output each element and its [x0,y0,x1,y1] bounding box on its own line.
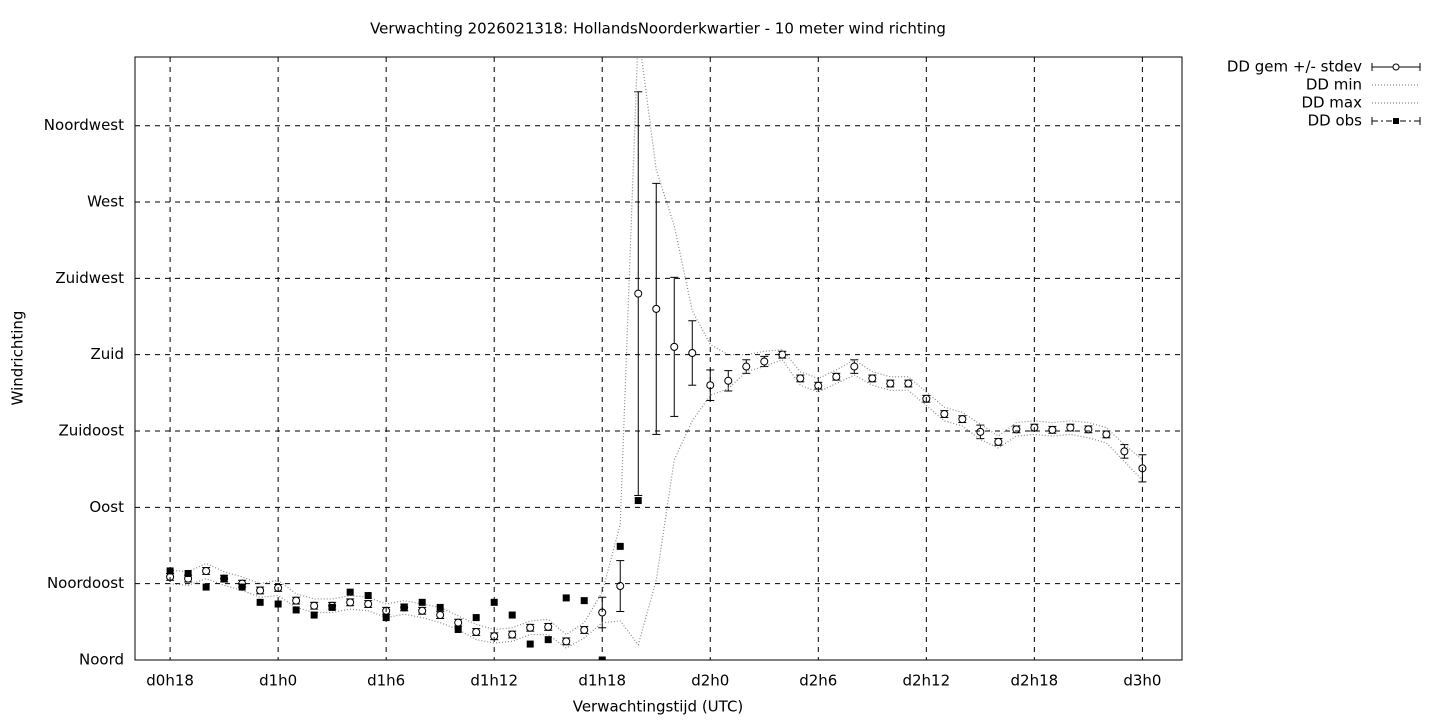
legend-label: DD obs [1308,112,1363,130]
x-tick-label: d2h6 [799,672,837,690]
obs-point [310,611,318,619]
mean-point [652,304,661,313]
mean-point [850,362,859,371]
mean-point [976,427,985,436]
mean-point [310,601,319,610]
legend-swatch [1393,118,1399,124]
mean-point [418,606,427,615]
mean-point [742,362,751,371]
range-line [170,57,1143,636]
obs-point [274,600,282,608]
y-tick-label: Oost [89,498,124,516]
mean-point [202,566,211,575]
y-tick-label: Noordoost [47,574,124,592]
plot-area [166,57,1147,660]
legend-label: DD gem +/- stdev [1227,58,1362,76]
x-tick-label: d2h12 [902,672,950,690]
mean-point [346,598,355,607]
mean-point [1102,430,1111,439]
mean-point [616,582,625,591]
x-tick-label: d1h12 [470,672,518,690]
mean-point [292,596,301,605]
mean-point [580,625,589,634]
mean-point [958,415,967,424]
x-tick-label: d1h6 [367,672,405,690]
obs-point [562,594,570,602]
obs-point [256,598,264,606]
obs-point [346,588,354,596]
mean-point [994,437,1003,446]
mean-point [544,622,553,631]
mean-point [454,618,463,627]
obs-point [220,575,228,583]
obs-point [580,597,588,605]
mean-point [832,372,841,381]
obs-point [634,497,642,505]
x-tick-label: d1h18 [578,672,626,690]
mean-point [868,374,877,383]
mean-point [436,611,445,620]
mean-point [886,379,895,388]
y-tick-label: Noordwest [44,116,124,134]
obs-point [616,542,624,550]
obs-point [418,598,426,606]
x-tick-label: d1h0 [259,672,297,690]
obs-point [184,569,192,577]
legend-swatch [1392,63,1400,71]
legend-label: DD min [1306,76,1362,94]
mean-point [1084,425,1093,434]
mean-point [724,376,733,385]
mean-point [904,379,913,388]
mean-point [940,410,949,419]
x-tick-label: d2h0 [691,672,729,690]
x-axis-label: Verwachtingstijd (UTC) [573,698,744,716]
mean-point [508,630,517,639]
y-tick-label: Zuidwest [55,269,124,287]
mean-point [796,374,805,383]
y-tick-label: West [87,193,124,211]
mean-point [634,289,643,298]
mean-point [472,628,481,637]
mean-point [1012,425,1021,434]
mean-point [760,357,769,366]
mean-point [364,600,373,609]
x-tick-label: d0h18 [146,672,194,690]
obs-point [472,614,480,622]
y-tick-label: Zuid [91,345,124,363]
chart-title: Verwachting 2026021318: HollandsNoorderk… [370,20,946,38]
mean-point [670,342,679,351]
mean-point [1120,447,1129,456]
obs-point [364,592,372,600]
x-tick-label: d3h0 [1123,672,1161,690]
obs-point [292,606,300,614]
mean-point [562,637,571,646]
plot-frame [134,56,1183,661]
mean-point [688,348,697,357]
mean-point [256,586,265,595]
x-tick-label: d2h18 [1011,672,1059,690]
obs-point [454,625,462,633]
mean-point [1048,425,1057,434]
obs-point [544,636,552,644]
obs-point [436,603,444,611]
obs-point [328,603,336,611]
y-tick-label: Zuidoost [58,422,124,440]
legend-label: DD max [1301,94,1362,112]
obs-point [238,583,246,591]
obs-point [400,603,408,611]
y-axis-label: Windrichting [9,311,27,406]
mean-point [526,623,535,632]
obs-point [526,640,534,648]
obs-point [490,598,498,606]
obs-point [202,583,210,591]
y-tick-label: Noord [79,651,124,669]
mean-point [1066,423,1075,432]
obs-point [508,611,516,619]
